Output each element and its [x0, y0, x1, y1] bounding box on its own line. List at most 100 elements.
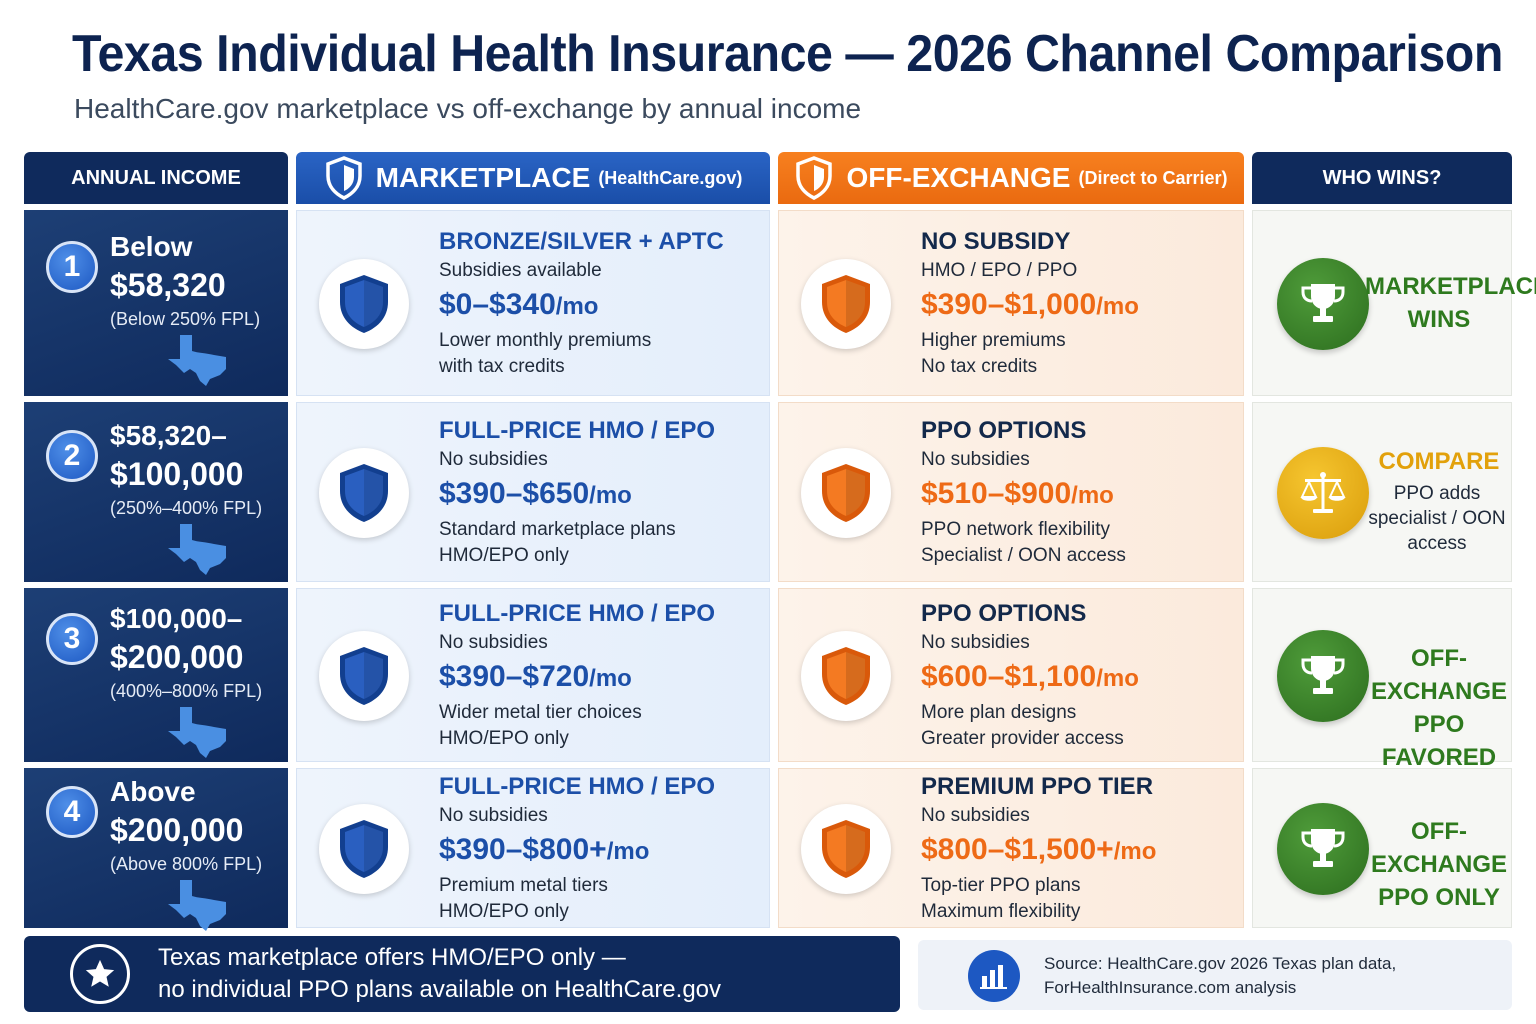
off-exchange-cell: PPO OPTIONS No subsidies $600–$1,100/mo …	[778, 588, 1244, 762]
star-icon	[70, 944, 130, 1004]
income-cell: 2 $58,320– $100,000 (250%–400% FPL)	[24, 402, 288, 582]
off-exchange-plan-subtitle: HMO / EPO / PPO	[921, 260, 1078, 281]
income-range-line-2: $200,000	[110, 812, 244, 848]
income-range-line-2: $100,000	[110, 456, 244, 492]
winner-cell: OFF-EXCHANGE PPO ONLY	[1252, 768, 1512, 928]
row-number-badge: 1	[46, 241, 98, 293]
texas-map-icon	[168, 878, 260, 932]
table-row: 2 $58,320– $100,000 (250%–400% FPL) FULL…	[24, 402, 1512, 582]
off-exchange-note: Higher premiums No tax credits	[921, 330, 1066, 377]
shield-icon	[319, 631, 409, 721]
off-exchange-price: $510–$900/mo	[921, 477, 1114, 510]
fpl-range: (400%–800% FPL)	[110, 681, 263, 701]
off-exchange-plan-subtitle: No subsidies	[921, 449, 1030, 470]
texas-map-icon	[168, 705, 260, 759]
off-exchange-plan-title: PPO OPTIONS	[921, 600, 1087, 627]
column-header-who-wins: WHO WINS?	[1252, 152, 1512, 204]
winner-verdict: OFF-EXCHANGE PPO FAVORED	[1370, 645, 1508, 771]
texas-map-icon	[168, 333, 260, 387]
shield-icon	[801, 259, 891, 349]
column-header-income: ANNUAL INCOME	[24, 152, 288, 204]
trophy-icon	[1277, 630, 1369, 722]
footer-note-line-2: no individual PPO plans available on Hea…	[158, 976, 722, 1003]
off-exchange-cell: PPO OPTIONS No subsidies $510–$900/mo PP…	[778, 402, 1244, 582]
fpl-range: (Above 800% FPL)	[110, 854, 263, 874]
marketplace-plan-title: FULL-PRICE HMO / EPO	[439, 417, 715, 444]
off-exchange-price: $800–$1,500+/mo	[921, 833, 1157, 866]
marketplace-plan-subtitle: No subsidies	[439, 805, 548, 826]
shield-icon	[801, 804, 891, 894]
winner-cell: OFF-EXCHANGE PPO FAVORED	[1252, 588, 1512, 771]
marketplace-header-note: (HealthCare.gov)	[598, 167, 743, 188]
marketplace-cell: FULL-PRICE HMO / EPO No subsidies $390–$…	[296, 768, 770, 928]
off-exchange-plan-subtitle: No subsidies	[921, 805, 1030, 826]
income-range-line-1: Above	[110, 776, 196, 807]
page-title: Texas Individual Health Insurance — 2026…	[72, 25, 1503, 83]
table-row: 3 $100,000– $200,000 (400%–800% FPL) FUL…	[24, 588, 1512, 771]
marketplace-price: $390–$650/mo	[439, 477, 632, 510]
shield-icon	[319, 804, 409, 894]
winner-verdict: MARKETPLACE WINS	[1365, 273, 1536, 333]
income-range-line-1: $58,320–	[110, 420, 227, 451]
winner-verdict: OFF-EXCHANGE PPO ONLY	[1370, 818, 1508, 911]
marketplace-note: Wider metal tier choices HMO/EPO only	[439, 702, 642, 749]
marketplace-cell: FULL-PRICE HMO / EPO No subsidies $390–$…	[296, 588, 770, 762]
scales-icon	[1277, 447, 1369, 539]
off-exchange-header-note: (Direct to Carrier)	[1078, 167, 1228, 188]
bar-chart-icon	[968, 950, 1020, 1002]
marketplace-plan-subtitle: No subsidies	[439, 632, 548, 653]
off-exchange-note: Top-tier PPO plans Maximum flexibility	[921, 875, 1081, 922]
footer-note-line-1: Texas marketplace offers HMO/EPO only —	[158, 944, 626, 971]
off-exchange-note: PPO network flexibility Specialist / OON …	[921, 519, 1126, 566]
source-line-2: ForHealthInsurance.com analysis	[1044, 978, 1297, 997]
winner-cell: MARKETPLACE WINS	[1252, 210, 1536, 396]
off-exchange-cell: NO SUBSIDY HMO / EPO / PPO $390–$1,000/m…	[778, 210, 1244, 396]
marketplace-cell: FULL-PRICE HMO / EPO No subsidies $390–$…	[296, 402, 770, 582]
income-range-line-2: $200,000	[110, 639, 244, 675]
column-header-marketplace: MARKETPLACE (HealthCare.gov)	[296, 152, 770, 204]
shield-icon	[325, 156, 362, 200]
ppo-availability-note: Texas marketplace offers HMO/EPO only — …	[24, 936, 900, 1012]
marketplace-note: Lower monthly premiums with tax credits	[439, 330, 652, 377]
row-number-badge: 3	[46, 613, 98, 665]
source-note: Source: HealthCare.gov 2026 Texas plan d…	[918, 940, 1512, 1010]
income-cell: 3 $100,000– $200,000 (400%–800% FPL)	[24, 588, 288, 762]
off-exchange-plan-subtitle: No subsidies	[921, 632, 1030, 653]
marketplace-header-label: MARKETPLACE	[375, 162, 591, 193]
marketplace-plan-subtitle: Subsidies available	[439, 260, 602, 281]
marketplace-price: $390–$800+/mo	[439, 833, 650, 866]
trophy-icon	[1277, 803, 1369, 895]
off-exchange-price: $390–$1,000/mo	[921, 288, 1139, 321]
shield-icon	[319, 259, 409, 349]
off-exchange-plan-title: PREMIUM PPO TIER	[921, 773, 1154, 800]
off-exchange-plan-title: NO SUBSIDY	[921, 228, 1071, 255]
shield-icon	[801, 448, 891, 538]
income-cell: 4 Above $200,000 (Above 800% FPL)	[24, 768, 288, 931]
off-exchange-cell: PREMIUM PPO TIER No subsidies $800–$1,50…	[778, 768, 1244, 928]
off-exchange-note: More plan designs Greater provider access	[921, 702, 1124, 749]
table-row: 4 Above $200,000 (Above 800% FPL) FULL-P…	[24, 768, 1512, 931]
marketplace-cell: BRONZE/SILVER + APTC Subsidies available…	[296, 210, 770, 396]
marketplace-note: Standard marketplace plans HMO/EPO only	[439, 519, 676, 566]
column-header-off-exchange: OFF-EXCHANGE (Direct to Carrier)	[778, 152, 1244, 204]
row-number-badge: 2	[46, 430, 98, 482]
off-exchange-header-label: OFF-EXCHANGE	[846, 162, 1071, 193]
source-line-1: Source: HealthCare.gov 2026 Texas plan d…	[1044, 954, 1397, 973]
income-range-line-1: Below	[110, 231, 193, 262]
marketplace-plan-title: BRONZE/SILVER + APTC	[439, 228, 724, 255]
trophy-icon	[1277, 258, 1369, 350]
row-number-badge: 4	[46, 786, 98, 838]
shield-icon	[796, 156, 833, 200]
shield-icon	[319, 448, 409, 538]
income-cell: 1 Below $58,320 (Below 250% FPL)	[24, 210, 288, 396]
table-row: 1 Below $58,320 (Below 250% FPL) BRONZE/…	[24, 210, 1536, 396]
income-range-line-2: $58,320	[110, 267, 226, 303]
marketplace-plan-title: FULL-PRICE HMO / EPO	[439, 773, 715, 800]
marketplace-note: Premium metal tiers HMO/EPO only	[439, 875, 608, 922]
marketplace-price: $390–$720/mo	[439, 660, 632, 693]
marketplace-plan-title: FULL-PRICE HMO / EPO	[439, 600, 715, 627]
winner-cell: COMPARE PPO adds specialist / OON access	[1252, 402, 1512, 582]
fpl-range: (250%–400% FPL)	[110, 498, 263, 518]
winner-verdict: COMPARE	[1378, 448, 1500, 475]
winner-detail: PPO adds specialist / OON access	[1368, 483, 1506, 554]
